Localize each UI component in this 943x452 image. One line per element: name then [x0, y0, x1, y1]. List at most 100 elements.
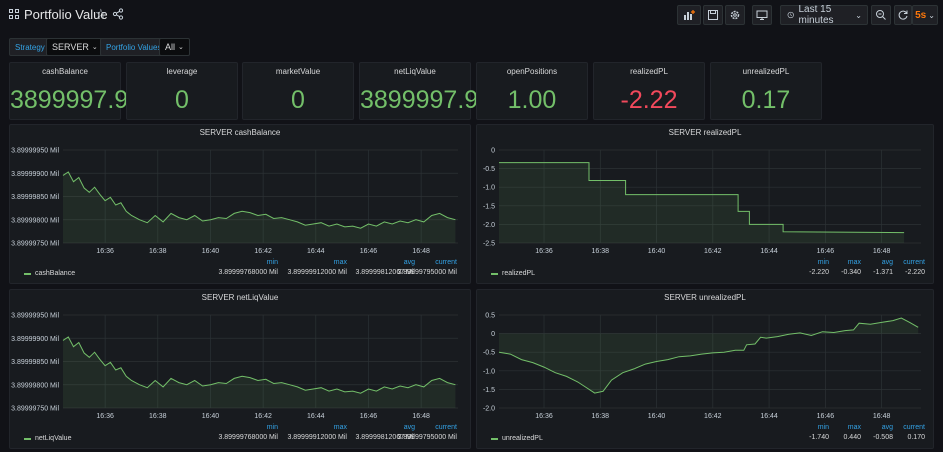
y-tick-label: 3.89999850 Mil — [11, 359, 59, 366]
stat-value: 0 — [175, 86, 189, 114]
y-tick-label: 0.5 — [485, 313, 495, 320]
refresh-interval-picker[interactable]: 5s ⌄ — [912, 5, 938, 25]
legend-item[interactable]: unrealizedPL — [491, 435, 543, 442]
stat-title: realizedPL — [630, 67, 668, 76]
line-chart: 3.89999950 Mil 3.89999900 Mil 3.89999850 M… — [11, 313, 458, 420]
chevron-down-icon: ⌄ — [91, 44, 98, 51]
line-chart: 3.89999950 Mil 3.89999900 Mil 3.89999850 M… — [11, 148, 458, 255]
y-tick-label: -1.5 — [483, 203, 495, 210]
strategy-select[interactable]: SERVER ⌄ — [46, 38, 104, 56]
legend-current-column: current 3.89999795000 Mil — [397, 259, 457, 276]
stat-title: marketValue — [275, 67, 321, 76]
save-dashboard-button[interactable] — [703, 5, 723, 25]
legend-avg-value: -0.508 — [873, 434, 893, 441]
graph-panel-netliqvalue[interactable]: SERVER netLiqValue 3.89999950 Mil 3.899999… — [9, 289, 471, 449]
x-tick-label: 16:38 — [149, 413, 167, 420]
legend-min-value: 3.89999768000 Mil — [218, 269, 278, 276]
y-tick-label: 0 — [491, 331, 495, 338]
legend-max-value: 3.89999912000 Mil — [287, 434, 347, 441]
time-range-label: Last 15 minutes — [798, 4, 834, 26]
series-area — [63, 337, 456, 408]
graph-panel-realizedpl[interactable]: SERVER realizedPL 0 -0.5 -1.0 -1.5 -2.0 -2.5 16… — [476, 124, 934, 284]
legend-max-column: max -0.340 — [841, 259, 861, 276]
stat-value: 0.17 — [741, 86, 791, 114]
legend-item[interactable]: cashBalance — [24, 270, 75, 277]
stat-panel-marketvalue[interactable]: marketValue 0 — [242, 62, 354, 120]
add-panel-button[interactable] — [677, 5, 701, 25]
dashboard-title[interactable]: Portfolio Value — [24, 7, 108, 22]
legend-max-value: 0.440 — [843, 434, 861, 441]
legend-avg-header: avg — [881, 259, 893, 266]
y-tick-label: 3.89999850 Mil — [11, 194, 59, 201]
y-tick-label: -2.0 — [483, 222, 495, 229]
legend-current-column: current 0.170 — [903, 424, 925, 441]
legend-current-header: current — [903, 424, 925, 431]
y-tick-label: 3.89999950 Mil — [11, 148, 59, 155]
x-tick-label: 16:42 — [254, 248, 272, 255]
y-tick-label: -2.0 — [483, 406, 495, 413]
legend-item[interactable]: realizedPL — [491, 270, 535, 277]
legend-min-column: min 3.89999768000 Mil — [218, 259, 278, 276]
top-bar: Portfolio Value ☆ Last 15 minutes ⌄ 5s ⌄ — [0, 0, 943, 30]
legend-avg-header: avg — [403, 259, 415, 266]
stat-panel-leverage[interactable]: leverage 0 — [126, 62, 238, 120]
legend-min-column: min 3.89999768000 Mil — [218, 424, 278, 441]
variable-label-strategy: Strategy — [9, 38, 51, 56]
panel-title: SERVER unrealizedPL — [664, 293, 746, 302]
dashboards-grid-icon[interactable] — [9, 9, 19, 19]
legend-min-header: min — [266, 424, 278, 431]
refresh-icon — [898, 10, 908, 20]
stat-panel-unrealizedpl[interactable]: unrealizedPL 0.17 — [710, 62, 822, 120]
legend-max-value: 3.89999912000 Mil — [287, 269, 347, 276]
stat-panel-openpositions[interactable]: openPositions 1.00 — [476, 62, 588, 120]
chevron-down-icon: ⌄ — [928, 10, 935, 20]
legend-swatch — [24, 437, 31, 440]
stat-value: 3899997.95 — [10, 86, 143, 114]
legend-min-value: -1.740 — [809, 434, 829, 441]
stat-panel-netliqvalue[interactable]: netLiqValue 3899997.95 — [359, 62, 492, 120]
legend-swatch — [491, 437, 498, 440]
legend-current-header: current — [903, 259, 925, 266]
y-tick-label: 3.89999900 Mil — [11, 336, 59, 343]
y-tick-label: -0.5 — [483, 166, 495, 173]
zoom-out-button[interactable] — [871, 5, 891, 25]
legend-avg-value: 3.89999812067 Mil — [355, 269, 415, 276]
legend-min-column: min -2.220 — [809, 259, 829, 276]
legend-current-column: current -2.220 — [903, 259, 925, 276]
save-icon — [708, 10, 718, 20]
portfolio-values-select[interactable]: All ⌄ — [159, 38, 190, 56]
legend-min-column: min -1.740 — [809, 424, 829, 441]
legend-avg-column: avg -1.371 — [873, 259, 893, 276]
stat-value: 0 — [291, 86, 305, 114]
legend-avg-column: avg -0.508 — [873, 424, 893, 441]
stat-title: cashBalance — [42, 67, 88, 76]
legend-series-name: cashBalance — [35, 270, 76, 277]
panel-title: SERVER realizedPL — [668, 128, 742, 137]
refresh-button[interactable] — [894, 5, 912, 25]
y-tick-label: 3.89999800 Mil — [11, 217, 59, 224]
y-tick-label: -1.0 — [483, 368, 495, 375]
stat-panel-cashbalance[interactable]: cashBalance 3899997.95 — [9, 62, 143, 120]
legend-avg-value: 3.89999812067 Mil — [355, 434, 415, 441]
x-tick-label: 16:44 — [307, 413, 325, 420]
legend-item[interactable]: netLiqValue — [24, 435, 71, 442]
star-icon[interactable]: ☆ — [95, 6, 107, 21]
x-tick-label: 16:46 — [817, 248, 835, 255]
y-tick-label: 3.89999950 Mil — [11, 313, 59, 320]
x-tick-label: 16:48 — [412, 248, 430, 255]
graph-panel-unrealizedpl[interactable]: SERVER unrealizedPL 0.5 0 -0.5 -1.0 -1.5 -2.0 1… — [476, 289, 934, 449]
stat-panel-realizedpl[interactable]: realizedPL -2.22 — [593, 62, 705, 120]
settings-button[interactable] — [725, 5, 745, 25]
stat-title: leverage — [166, 67, 198, 76]
series-line-cashBalance — [62, 171, 456, 229]
graph-panel-cashbalance[interactable]: SERVER cashBalance 3.89999950 Mil 3.899999… — [9, 124, 471, 284]
x-tick-label: 16:46 — [360, 248, 378, 255]
view-mode-button[interactable] — [752, 5, 772, 25]
panel-title: SERVER netLiqValue — [201, 293, 279, 302]
x-tick-label: 16:36 — [96, 413, 114, 420]
legend-series-name: netLiqValue — [35, 435, 72, 442]
chevron-down-icon: ⌄ — [855, 10, 862, 20]
share-icon[interactable] — [112, 8, 124, 20]
time-range-picker[interactable]: Last 15 minutes ⌄ — [780, 4, 868, 26]
legend-min-header: min — [817, 424, 829, 431]
